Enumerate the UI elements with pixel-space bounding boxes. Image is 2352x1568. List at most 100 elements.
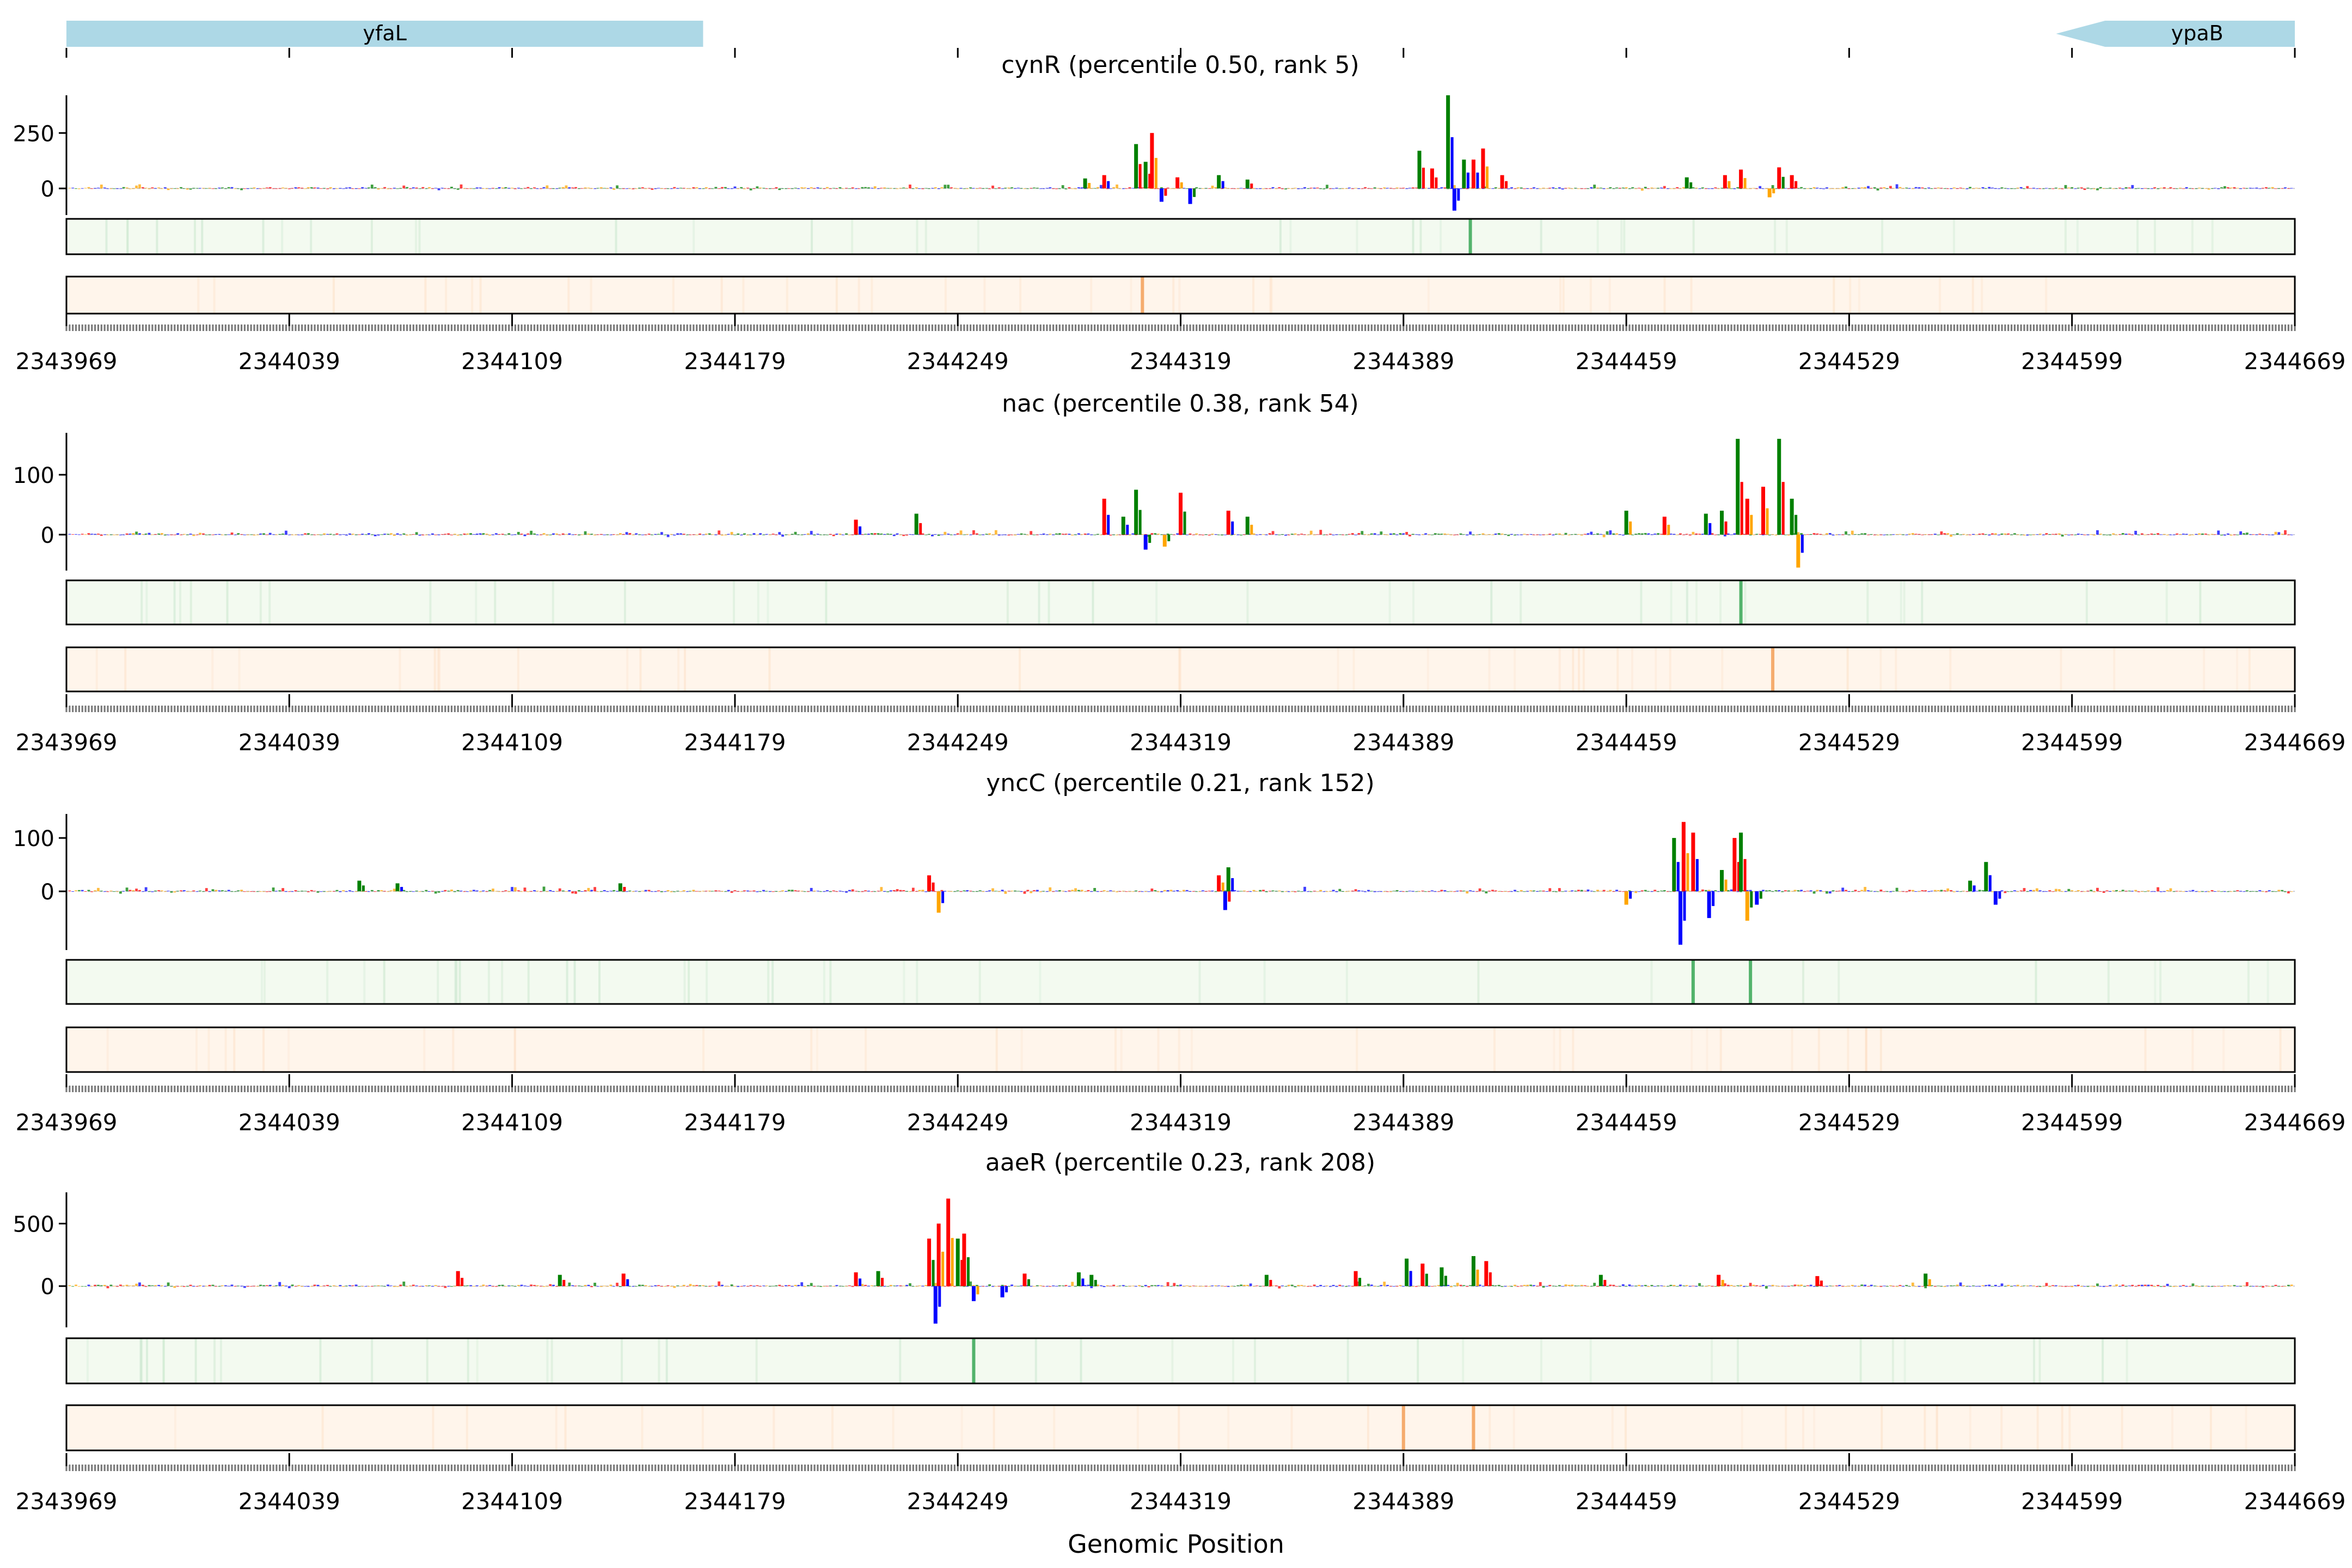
sequence-base: [944, 706, 946, 712]
sequence-base: [355, 706, 357, 712]
sequence-base: [1062, 1086, 1064, 1092]
attribution-bar: [1918, 534, 1921, 535]
sequence-base: [982, 324, 984, 331]
sequence-base: [982, 706, 984, 712]
attribution-bar: [173, 891, 176, 893]
sequence-base: [285, 706, 287, 712]
x-tick-label: 2344459: [1576, 729, 1677, 756]
heat-strip-green-faint: [1038, 580, 1040, 624]
attribution-bar: [593, 887, 597, 892]
attribution-bar: [1978, 890, 1981, 892]
sequence-base: [1358, 706, 1360, 712]
sequence-base: [1641, 706, 1643, 712]
sequence-base: [731, 706, 733, 712]
sequence-base: [874, 1086, 876, 1092]
attribution-bar: [498, 187, 501, 189]
sequence-base: [164, 1086, 166, 1092]
sequence-base: [1218, 706, 1220, 712]
attribution-bar: [504, 187, 507, 189]
sequence-base: [1969, 324, 1971, 331]
sequence-base: [2281, 324, 2283, 331]
heat-strip-orange-faint: [1655, 647, 1657, 691]
attribution-bar: [685, 188, 689, 189]
x-tick-label: 2344249: [907, 729, 1009, 756]
sequence-base: [543, 706, 545, 712]
sequence-base: [1262, 324, 1265, 331]
sequence-base: [2166, 1086, 2169, 1092]
sequence-base: [1803, 324, 1806, 331]
attribution-bar: [387, 534, 389, 535]
sequence-base: [1243, 706, 1246, 712]
sequence-base: [374, 324, 376, 331]
attribution-bar: [1733, 533, 1736, 535]
attribution-bar: [1141, 534, 1144, 535]
sequence-base: [533, 324, 536, 331]
attribution-bar: [1230, 188, 1233, 189]
sequence-base: [1110, 706, 1112, 712]
attribution-bar: [2000, 187, 2004, 189]
attribution-bar: [234, 1285, 237, 1287]
sequence-base: [989, 706, 991, 712]
attribution-bar: [641, 1284, 644, 1287]
attribution-bar: [1962, 188, 1965, 189]
attribution-bar: [205, 888, 208, 892]
attribution-peak: [1724, 879, 1728, 892]
attribution-bar: [1854, 534, 1857, 535]
sequence-base: [1336, 706, 1338, 712]
sequence-base: [1406, 324, 1408, 331]
sequence-base: [1399, 706, 1401, 712]
attribution-bar: [1991, 891, 1994, 892]
attribution-bar: [144, 887, 148, 892]
heat-strip-green-faint: [2136, 219, 2139, 254]
attribution-bar: [1342, 891, 1345, 892]
sequence-base: [221, 706, 224, 712]
sequence-base: [1565, 324, 1567, 331]
sequence-base: [1370, 324, 1373, 331]
attribution-bar: [546, 185, 549, 189]
sequence-base: [963, 1086, 965, 1092]
y-tick-label: 500: [13, 1212, 54, 1237]
attribution-bar: [494, 533, 498, 535]
attribution-bar: [1150, 533, 1154, 535]
sequence-base: [1313, 706, 1315, 712]
sequence-base: [2265, 324, 2267, 331]
attribution-bar: [931, 535, 934, 537]
sequence-base: [1915, 706, 1917, 712]
sequence-base: [298, 1086, 300, 1092]
sequence-base: [384, 324, 386, 331]
sequence-base: [1135, 706, 1137, 712]
heat-strip-green-faint: [2159, 960, 2162, 1004]
sequence-base: [1106, 324, 1108, 331]
sequence-base: [2128, 706, 2130, 712]
sequence-base: [301, 324, 303, 331]
heat-strip-green-faint: [1903, 580, 1906, 624]
sequence-base: [603, 706, 605, 712]
sequence-base: [737, 706, 739, 712]
heat-strip-orange-faint: [871, 277, 873, 314]
sequence-base: [2032, 324, 2035, 331]
sequence-base: [1842, 706, 1844, 712]
sequence-base: [1291, 706, 1293, 712]
sequence-base: [1265, 324, 1267, 331]
sequence-base: [2163, 1086, 2165, 1092]
sequence-base: [505, 706, 507, 712]
sequence-base: [817, 1086, 819, 1092]
sequence-base: [205, 1086, 207, 1092]
sequence-base: [1326, 1086, 1328, 1092]
sequence-base: [269, 1086, 271, 1092]
attribution-bar: [1494, 187, 1497, 189]
attribution-bar: [1077, 187, 1080, 189]
sequence-base: [91, 1086, 93, 1092]
sequence-base: [1670, 324, 1672, 331]
sequence-base: [511, 706, 513, 712]
x-tick-label: 2344249: [907, 1109, 1009, 1136]
sequence-base: [1679, 1086, 1682, 1092]
sequence-base: [1568, 324, 1570, 331]
attribution-bar: [1109, 535, 1112, 536]
sequence-base: [884, 1086, 886, 1092]
sequence-base: [250, 1086, 252, 1092]
sequence-base: [791, 324, 793, 331]
x-tick-label: 2344669: [2244, 348, 2345, 375]
sequence-base: [1310, 1086, 1312, 1092]
sequence-base: [167, 706, 169, 712]
